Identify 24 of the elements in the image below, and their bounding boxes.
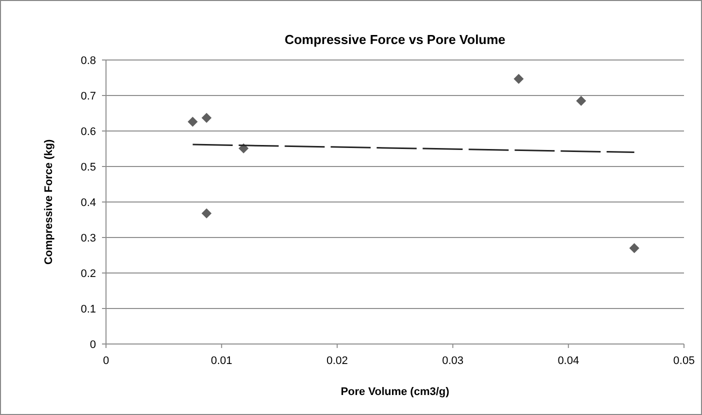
point	[202, 112, 212, 123]
point	[576, 96, 586, 106]
point	[202, 208, 212, 218]
x-tick-label: 0.04	[558, 355, 580, 367]
y-tick-label: 0.2	[80, 268, 96, 280]
y-tick-label: 0.5	[80, 161, 96, 174]
chart-title: Compressive Force vs Pore Volume	[284, 32, 506, 47]
x-tick-label: 0.01	[210, 355, 232, 367]
x-tick-label: 0.05	[673, 355, 695, 367]
y-axis-title: Compressive Force (kg)	[43, 139, 55, 265]
point	[188, 116, 198, 127]
y-tick-label: 0.7	[80, 90, 96, 102]
y-tick-label: 0.3	[80, 232, 96, 244]
y-tick-label: 0.6	[80, 126, 96, 138]
y-tick-label: 0.8	[80, 54, 96, 67]
x-axis-title: Pore Volume (cm3/g)	[340, 386, 450, 398]
point	[629, 243, 640, 254]
x-tick-label: 0	[102, 355, 110, 367]
x-tick-label: 0.03	[442, 355, 464, 367]
point	[514, 74, 524, 84]
y-tick-label: 0	[90, 338, 96, 351]
y-tick-label: 0.1	[80, 303, 96, 316]
x-tick-label: 0.02	[326, 355, 348, 367]
y-tick-label: 0.4	[80, 196, 96, 209]
